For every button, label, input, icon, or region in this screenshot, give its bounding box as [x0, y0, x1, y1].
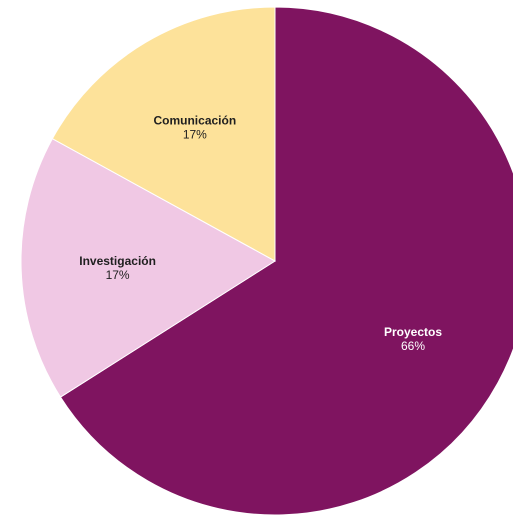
slice-label: Comunicación: [153, 113, 236, 127]
slice-label: Proyectos: [384, 325, 442, 339]
pie-slice-proyectos: [59, 6, 513, 516]
slice-percent-label: 66%: [401, 339, 425, 353]
slice-percent-label: 17%: [183, 127, 207, 141]
pie-slice-comunicacion: [51, 6, 276, 262]
pie-slice-investigacion: [20, 137, 276, 398]
slice-percent-label: 17%: [106, 268, 130, 282]
slice-label: Investigación: [79, 254, 156, 268]
